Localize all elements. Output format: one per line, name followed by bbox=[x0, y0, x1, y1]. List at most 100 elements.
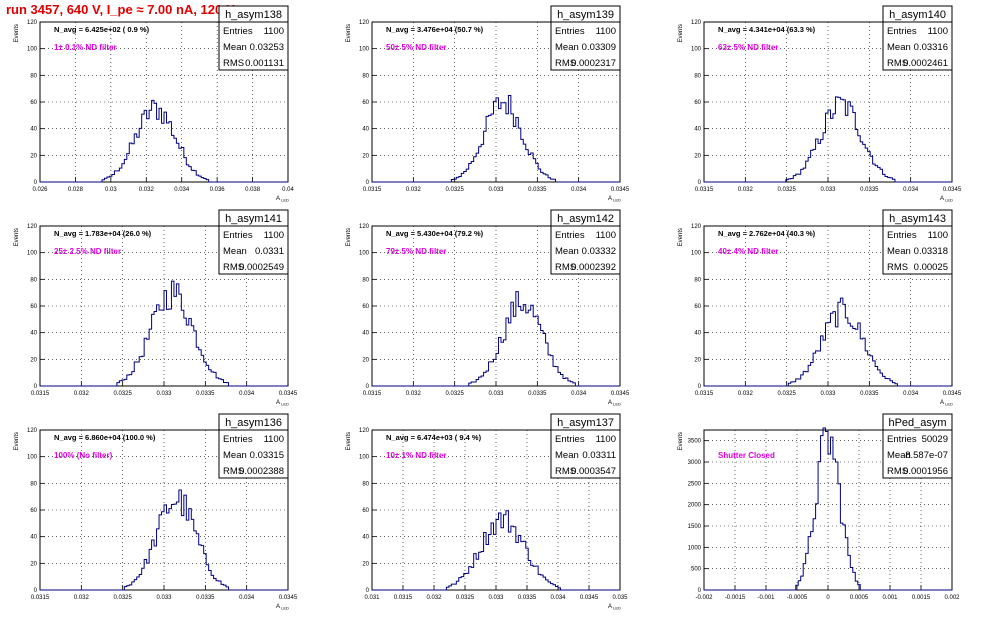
x-tick-label: 0.034 bbox=[571, 391, 587, 397]
stats-label: Mean bbox=[887, 450, 911, 461]
y-tick-label: 0 bbox=[34, 180, 38, 186]
stats-label: Mean bbox=[887, 246, 911, 257]
y-tick-label: 60 bbox=[30, 508, 37, 514]
x-tick-label: 0.0335 bbox=[528, 187, 547, 193]
y-tick-label: 120 bbox=[27, 224, 38, 230]
filter-annotation: 1± 0.1% ND filter bbox=[54, 43, 117, 52]
filter-annotation: 10± 1% ND filter bbox=[386, 451, 446, 460]
y-tick-label: 60 bbox=[694, 304, 701, 310]
y-tick-label: 60 bbox=[362, 100, 369, 106]
stats-label: Mean bbox=[555, 246, 579, 257]
stats-box bbox=[882, 413, 953, 479]
y-tick-label: 40 bbox=[362, 127, 369, 133]
stats-value: 1100 bbox=[264, 434, 284, 445]
stats-value: 0.03311 bbox=[582, 450, 616, 461]
x-axis-label: A LED bbox=[940, 400, 953, 407]
histogram-panel-h_asym136: 0.0315 0.032 0.0325 0.033 0.0335 0.034 0.0345 0… bbox=[14, 413, 298, 611]
stats-label: Entries bbox=[887, 434, 917, 445]
x-tick-label: 0.031 bbox=[364, 595, 380, 601]
x-tick-label: 0.034 bbox=[903, 187, 919, 193]
y-tick-label: 60 bbox=[30, 304, 37, 310]
x-tick-label: 0.032 bbox=[74, 595, 90, 601]
y-tick-label: 80 bbox=[694, 277, 701, 283]
y-tick-label: 100 bbox=[359, 251, 370, 257]
stats-label: RMS bbox=[223, 262, 244, 273]
navg-annotation: N_avg = 6.860e+04 (100.0 %) bbox=[54, 433, 156, 442]
navg-annotation: N_avg = 2.762e+04 (40.3 %) bbox=[718, 229, 816, 238]
stats-label: Entries bbox=[887, 230, 917, 241]
histogram-panel-h_asym143: 0.0315 0.032 0.0325 0.033 0.0335 0.034 0.0345 0… bbox=[678, 209, 962, 407]
x-axis-label: A LED bbox=[608, 196, 621, 203]
y-tick-label: 20 bbox=[694, 357, 701, 363]
x-tick-label: 0.032 bbox=[74, 391, 90, 397]
x-tick-label: 0.0315 bbox=[394, 595, 413, 601]
x-axis-label: A LED bbox=[940, 196, 953, 203]
x-tick-label: -0.002 bbox=[695, 595, 713, 601]
stats-label: Mean bbox=[223, 450, 247, 461]
stats-label: Entries bbox=[223, 26, 253, 37]
stats-label: Entries bbox=[555, 26, 585, 37]
histogram-title: h_asym138 bbox=[225, 9, 282, 21]
stats-label: Entries bbox=[887, 26, 917, 37]
filter-annotation: 100% (No filter) bbox=[54, 451, 113, 460]
y-tick-label: 2500 bbox=[688, 481, 702, 487]
x-tick-label: 0.0315 bbox=[695, 391, 714, 397]
y-axis-label: Events bbox=[678, 24, 684, 42]
x-tick-label: 0.0015 bbox=[912, 595, 931, 601]
histogram-title: h_asym137 bbox=[557, 417, 614, 429]
stats-value: 1100 bbox=[596, 434, 616, 445]
x-tick-label: 0.032 bbox=[406, 391, 422, 397]
y-axis-label: Events bbox=[14, 24, 20, 42]
stats-label: Entries bbox=[555, 230, 585, 241]
y-tick-label: 40 bbox=[694, 127, 701, 133]
navg-annotation: N_avg = 3.476e+04 (50.7 %) bbox=[386, 25, 484, 34]
y-tick-label: 80 bbox=[30, 73, 37, 79]
x-tick-label: 0.0335 bbox=[528, 391, 547, 397]
y-tick-label: 0 bbox=[698, 384, 702, 390]
navg-annotation: N_avg = 4.341e+04 (63.3 %) bbox=[718, 25, 816, 34]
x-tick-label: 0.03 bbox=[105, 187, 117, 193]
histogram-title: h_asym143 bbox=[889, 213, 946, 225]
x-tick-label: 0.0325 bbox=[445, 187, 464, 193]
x-tick-label: 0.026 bbox=[32, 187, 48, 193]
histogram-series bbox=[40, 280, 288, 387]
stats-label: Entries bbox=[555, 434, 585, 445]
histogram-series bbox=[372, 510, 620, 591]
y-tick-label: 20 bbox=[362, 357, 369, 363]
y-tick-label: 120 bbox=[691, 20, 702, 26]
y-tick-label: 100 bbox=[27, 455, 38, 461]
x-tick-label: 0.0335 bbox=[196, 595, 215, 601]
stats-box bbox=[882, 209, 953, 275]
histogram-series bbox=[372, 95, 620, 183]
x-tick-label: 0.033 bbox=[488, 595, 504, 601]
stats-value: 0.0002461 bbox=[903, 58, 948, 69]
stats-box bbox=[550, 5, 621, 71]
histogram-title: h_asym142 bbox=[557, 213, 614, 225]
y-tick-label: 3500 bbox=[688, 439, 702, 445]
x-tick-label: 0.028 bbox=[68, 187, 84, 193]
x-tick-label: 0.0345 bbox=[611, 187, 630, 193]
stats-label: Mean bbox=[887, 42, 911, 53]
histogram-title: h_asym139 bbox=[557, 9, 614, 21]
histogram-panel-h_asym140: 0.0315 0.032 0.0325 0.033 0.0335 0.034 0.0345 0… bbox=[678, 5, 962, 203]
x-tick-label: 0.032 bbox=[406, 187, 422, 193]
x-tick-label: 0.0335 bbox=[196, 391, 215, 397]
y-tick-label: 120 bbox=[359, 20, 370, 26]
stats-value: 0.03309 bbox=[582, 42, 616, 53]
run-header: run 3457, 640 V, I_pe ≈ 7.00 nA, 120 Hz bbox=[6, 2, 242, 17]
x-tick-label: 0.035 bbox=[612, 595, 628, 601]
y-tick-label: 60 bbox=[694, 100, 701, 106]
y-tick-label: 80 bbox=[30, 277, 37, 283]
x-tick-label: 0.0325 bbox=[777, 391, 796, 397]
navg-annotation: N_avg = 1.783e+04 (26.0 %) bbox=[54, 229, 152, 238]
stats-value: 50029 bbox=[922, 434, 948, 445]
x-tick-label: 0.032 bbox=[738, 391, 754, 397]
y-tick-label: 120 bbox=[27, 428, 38, 434]
filter-annotation: 50± 5% ND filter bbox=[386, 43, 446, 52]
x-tick-label: 0.033 bbox=[488, 391, 504, 397]
y-tick-label: 500 bbox=[691, 567, 702, 573]
y-tick-label: 40 bbox=[30, 535, 37, 541]
x-tick-label: 0.0345 bbox=[279, 391, 298, 397]
y-tick-label: 80 bbox=[362, 481, 369, 487]
x-tick-label: 0.038 bbox=[245, 187, 261, 193]
